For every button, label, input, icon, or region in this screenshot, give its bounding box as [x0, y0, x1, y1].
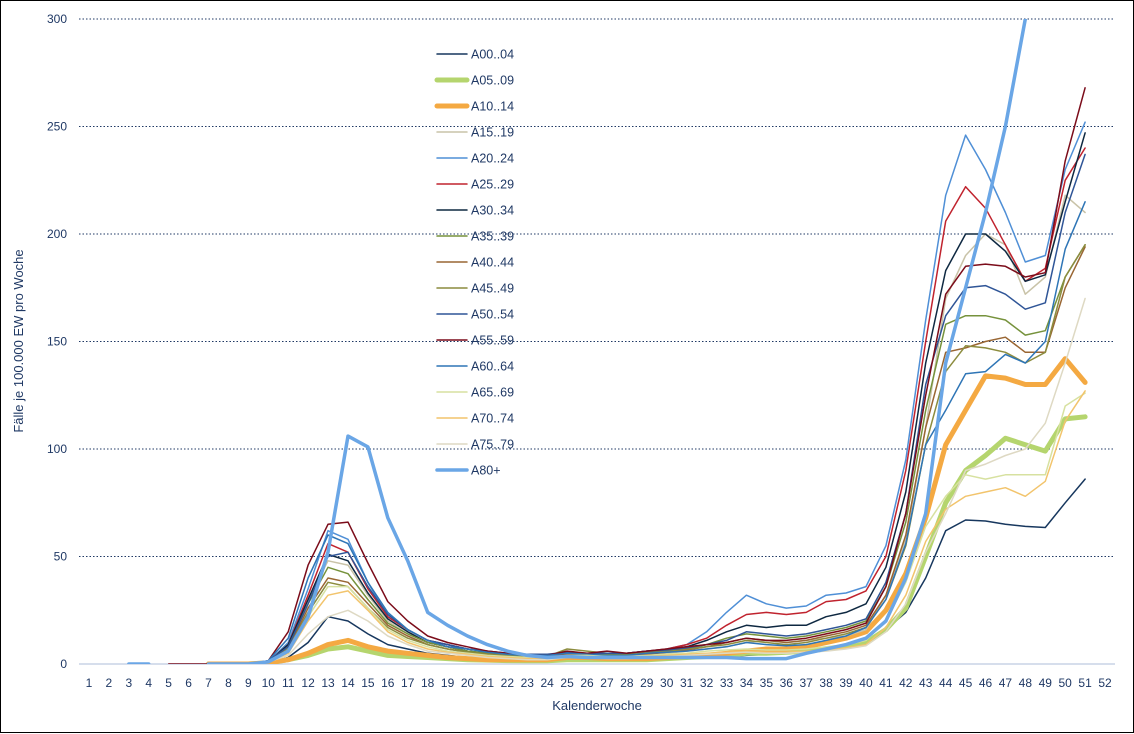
series-line-a40-44 — [207, 246, 1086, 664]
legend-label-a20-24: A20..24 — [471, 152, 514, 166]
y-tick-label: 0 — [60, 657, 67, 671]
x-tick-label: 2 — [106, 676, 113, 690]
x-tick-label: 51 — [1078, 676, 1092, 690]
x-tick-label: 36 — [780, 676, 794, 690]
series-line-a55-59 — [167, 87, 1086, 664]
x-axis-ticks: 1 2 3 4 5 6 7 8 9 10 11 12 13 14 15 16 17 18 19 20 21 22 23 24 2… — [86, 676, 1112, 690]
x-tick-label: 27 — [600, 676, 614, 690]
series-line-a10-14 — [206, 356, 1088, 664]
x-tick-label: 15 — [361, 676, 375, 690]
legend-label-a45-49: A45..49 — [471, 282, 514, 296]
x-tick-label: 24 — [541, 676, 555, 690]
x-tick-label: 43 — [919, 676, 933, 690]
x-tick-label: 14 — [341, 676, 355, 690]
x-tick-label: 49 — [1039, 676, 1053, 690]
x-tick-label: 6 — [185, 676, 192, 690]
x-tick-label: 29 — [640, 676, 654, 690]
x-tick-label: 31 — [680, 676, 694, 690]
x-tick-label: 42 — [899, 676, 913, 690]
x-tick-label: 17 — [401, 676, 415, 690]
legend-label-a65-69: A65..69 — [471, 386, 514, 400]
x-tick-label: 30 — [660, 676, 674, 690]
series-line-a50-54 — [207, 153, 1086, 664]
x-tick-label: 10 — [262, 676, 276, 690]
y-axis-title: Fälle je 100.000 EW pro Woche — [11, 249, 26, 432]
x-tick-label: 28 — [620, 676, 634, 690]
legend-label-a75-79: A75..79 — [471, 438, 514, 452]
series-line-a20-24 — [207, 121, 1086, 664]
y-tick-label: 150 — [47, 335, 67, 349]
legend-label-a00-04: A00..04 — [471, 48, 514, 62]
x-tick-label: 52 — [1098, 676, 1112, 690]
legend-label-a25-29: A25..29 — [471, 178, 514, 192]
x-tick-label: 46 — [979, 676, 993, 690]
legend-label-a80-: A80+ — [471, 464, 501, 478]
x-tick-label: 37 — [800, 676, 814, 690]
legend-label-a50-54: A50..54 — [471, 308, 514, 322]
series-line-a45-49 — [207, 244, 1086, 664]
legend: A00..04 A05..09 A10..14 A15..19 A20..24 A25..… — [434, 48, 514, 478]
x-tick-label: 44 — [939, 676, 953, 690]
x-tick-label: 13 — [321, 676, 335, 690]
x-tick-label: 26 — [580, 676, 594, 690]
x-tick-label: 34 — [740, 676, 754, 690]
legend-label-a30-34: A30..34 — [471, 204, 514, 218]
x-tick-label: 39 — [839, 676, 853, 690]
x-tick-label: 9 — [245, 676, 252, 690]
x-tick-label: 33 — [720, 676, 734, 690]
x-tick-label: 22 — [501, 676, 515, 690]
x-tick-label: 48 — [1019, 676, 1033, 690]
x-axis-title: Kalenderwoche — [552, 698, 642, 713]
x-tick-label: 25 — [560, 676, 574, 690]
x-tick-label: 40 — [859, 676, 873, 690]
y-tick-label: 100 — [47, 442, 67, 456]
legend-label-a35-39: A35..39 — [471, 230, 514, 244]
x-tick-label: 38 — [819, 676, 833, 690]
x-tick-label: 7 — [205, 676, 212, 690]
series-line-a65-69 — [207, 392, 1086, 664]
y-tick-label: 300 — [47, 12, 67, 26]
x-tick-label: 47 — [999, 676, 1013, 690]
x-tick-label: 16 — [381, 676, 395, 690]
series-line-a35-39 — [207, 244, 1086, 664]
legend-label-a15-19: A15..19 — [471, 126, 514, 140]
x-tick-label: 41 — [879, 676, 893, 690]
x-tick-label: 4 — [145, 676, 152, 690]
x-tick-label: 11 — [282, 676, 295, 690]
y-tick-label: 250 — [47, 120, 67, 134]
x-tick-label: 19 — [441, 676, 455, 690]
legend-label-a60-64: A60..64 — [471, 360, 514, 374]
x-tick-label: 18 — [421, 676, 435, 690]
x-tick-label: 5 — [165, 676, 172, 690]
legend-label-a55-59: A55..59 — [471, 334, 514, 348]
x-tick-label: 23 — [521, 676, 535, 690]
x-tick-label: 45 — [959, 676, 973, 690]
gridlines — [79, 18, 1115, 665]
legend-label-a05-09: A05..09 — [471, 74, 514, 88]
x-tick-label: 35 — [760, 676, 774, 690]
series-lines — [127, 19, 1088, 664]
legend-label-a10-14: A10..14 — [471, 100, 514, 114]
x-tick-label: 3 — [125, 676, 132, 690]
legend-label-a70-74: A70..74 — [471, 412, 514, 426]
x-tick-label: 20 — [461, 676, 475, 690]
x-tick-label: 32 — [700, 676, 714, 690]
legend-label-a40-44: A40..44 — [471, 256, 514, 270]
x-tick-label: 50 — [1059, 676, 1073, 690]
y-axis-ticks: 0 50 100 150 200 250 300 — [47, 12, 67, 671]
x-tick-label: 8 — [225, 676, 232, 690]
y-tick-label: 50 — [54, 550, 68, 564]
x-tick-label: 1 — [86, 676, 93, 690]
x-tick-label: 12 — [301, 676, 315, 690]
series-line-a80- — [127, 19, 1028, 664]
x-tick-label: 21 — [481, 676, 495, 690]
y-tick-label: 200 — [47, 227, 67, 241]
